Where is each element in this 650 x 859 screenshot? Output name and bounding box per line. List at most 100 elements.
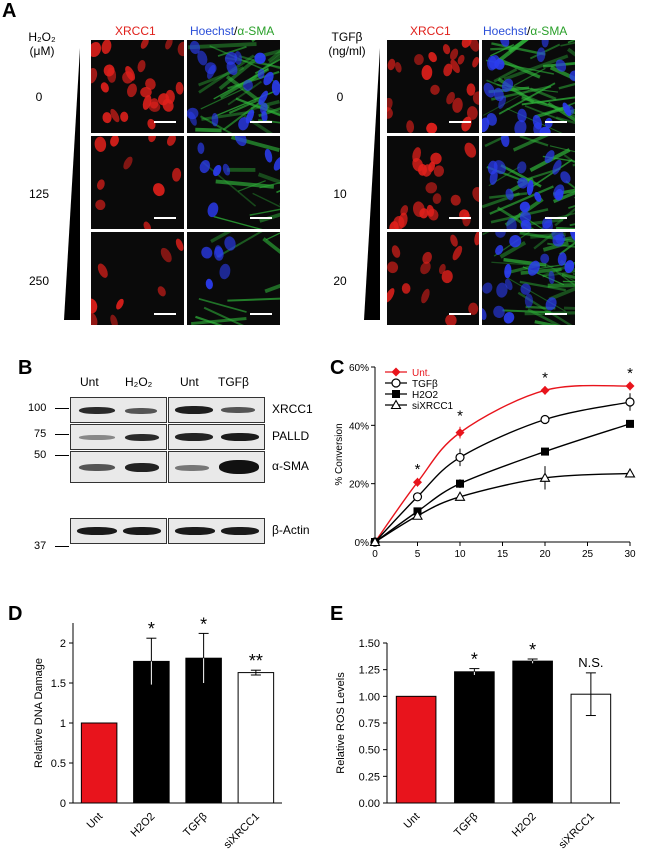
x-tick-label: 5 [415,549,421,560]
tgfb-unit: (ng/ml) [328,44,366,58]
y-tick-label: 0.50 [359,745,380,757]
tgfb-treatment: TGFβ [331,30,363,44]
protein-palld: PALLD [272,429,310,443]
y-tick-label: 1.00 [359,691,380,703]
micrograph-tgfb-0-xrcc1 [387,40,479,133]
protein-actin: β-Actin [272,523,310,537]
blot-xrcc1-right [168,397,265,423]
micrograph-h2o2-125-merge [187,136,280,229]
y-tick-label: 20% [349,480,369,491]
x-category-label: TGFβ [181,811,210,840]
legend-marker [391,378,401,388]
data-point [413,477,422,487]
left-hoechst-text: Hoechst [190,24,235,38]
mw-37: 37 [34,540,47,552]
x-category-label: TGFβ [452,811,481,840]
data-point [412,510,423,520]
right-xrcc1-header: XRCC1 [410,24,451,38]
tgfb-dose-20: 20 [333,274,347,288]
micrograph-cells [482,136,575,229]
series-line-1 [374,401,631,543]
blot-actin-right [168,518,265,544]
data-point [539,472,551,482]
data-point [456,479,464,488]
tgfb-dose-10: 10 [333,187,347,201]
tgfb-label: TGFβ (ng/ml) [322,30,372,58]
lane-label-h2o2: H₂O₂ [125,375,153,389]
bar-TGFβ [185,657,222,804]
blot-palld-left [70,424,167,450]
y-axis-label: Relative ROS Levels [335,672,347,774]
blot-sma-left [70,451,167,483]
lane-label-unt-2: Unt [180,375,199,389]
right-sma-text: α-SMA [530,24,568,38]
micrograph-h2o2-250-xrcc1 [91,232,184,325]
protein-sma: α-SMA [272,459,309,473]
data-point [624,467,636,478]
x-tick-label: 30 [624,549,636,560]
x-tick-label: 25 [582,549,594,560]
mw-100-tick [55,408,69,409]
significance-star: * [457,408,463,425]
bar-H2O2 [512,660,553,804]
lane-label-unt-1: Unt [80,375,99,389]
data-point [540,385,550,395]
micrograph-cells [197,136,280,229]
mw-50-tick [55,455,69,456]
blot-sma-right [168,451,265,483]
x-tick-label: 20 [539,549,551,560]
micrograph-cells [91,238,184,325]
data-point [369,536,381,547]
x-category-label: Unt [85,811,106,832]
micrograph-cells [482,232,575,325]
h2o2-unit: (μM) [29,44,55,58]
mw-100: 100 [28,402,47,414]
mw-37-tick [55,546,69,547]
legend-label: TGFβ [412,379,438,390]
tgfb-dose-0: 0 [336,90,344,104]
significance-mark: * [200,614,207,634]
y-tick-label: 1.5 [51,678,66,690]
bar-Unt [80,722,118,804]
y-tick-label: 0 [60,798,66,810]
y-axis-label: % Conversion [334,423,345,485]
data-point [455,452,465,463]
panel-c-label: C [330,357,345,379]
right-header-sep: / [527,24,531,38]
x-category-label: siXRCC1 [557,811,597,851]
micrograph-cells [482,40,575,133]
y-tick-label: 0% [355,538,370,549]
data-point [454,491,466,501]
x-category-label: Unt [402,811,423,832]
mw-75-tick [55,434,69,435]
tgfb-gradient-wedge [364,48,380,320]
ros-bar-chart: 0.00 0.25 0.50 0.75 1.00 1.25 1.50 Relative ROS… [335,638,620,851]
y-tick-label: 0.75 [359,718,380,730]
dna-damage-bar-chart: 0 0.5 1 1.5 2 Relative DNA Damage Unt * H2O2 * TGF… [33,614,282,851]
x-category-label: H2O2 [510,811,539,840]
panel-a-label: A [2,0,17,22]
legend-label: H2O2 [412,390,439,401]
lane-label-tgfb: TGFβ [218,375,249,389]
data-point [625,397,635,407]
micrograph-tgfb-10-merge [482,136,575,229]
data-point [626,419,634,428]
right-hoechst-sma-header: Hoechst/α-SMA [483,24,567,38]
significance-star: * [627,365,633,382]
series-line-3 [374,472,631,543]
micrograph-h2o2-0-merge [187,40,280,133]
legend-label: Unt. [412,368,430,379]
legend-marker [392,390,400,398]
significance-mark: * [471,650,478,670]
h2o2-label: H₂O₂ (μM) [22,30,62,58]
significance-mark: * [148,619,155,639]
micrograph-cells [91,40,184,130]
x-tick-label: 10 [454,549,466,560]
bar-TGFβ [454,671,495,804]
significance-mark: * [529,640,536,660]
series-line-2 [374,423,631,543]
panel-b-label: B [18,357,33,379]
h2o2-dose-125: 125 [28,187,50,201]
significance-mark: ** [249,651,263,671]
y-tick-label: 40% [349,421,369,432]
